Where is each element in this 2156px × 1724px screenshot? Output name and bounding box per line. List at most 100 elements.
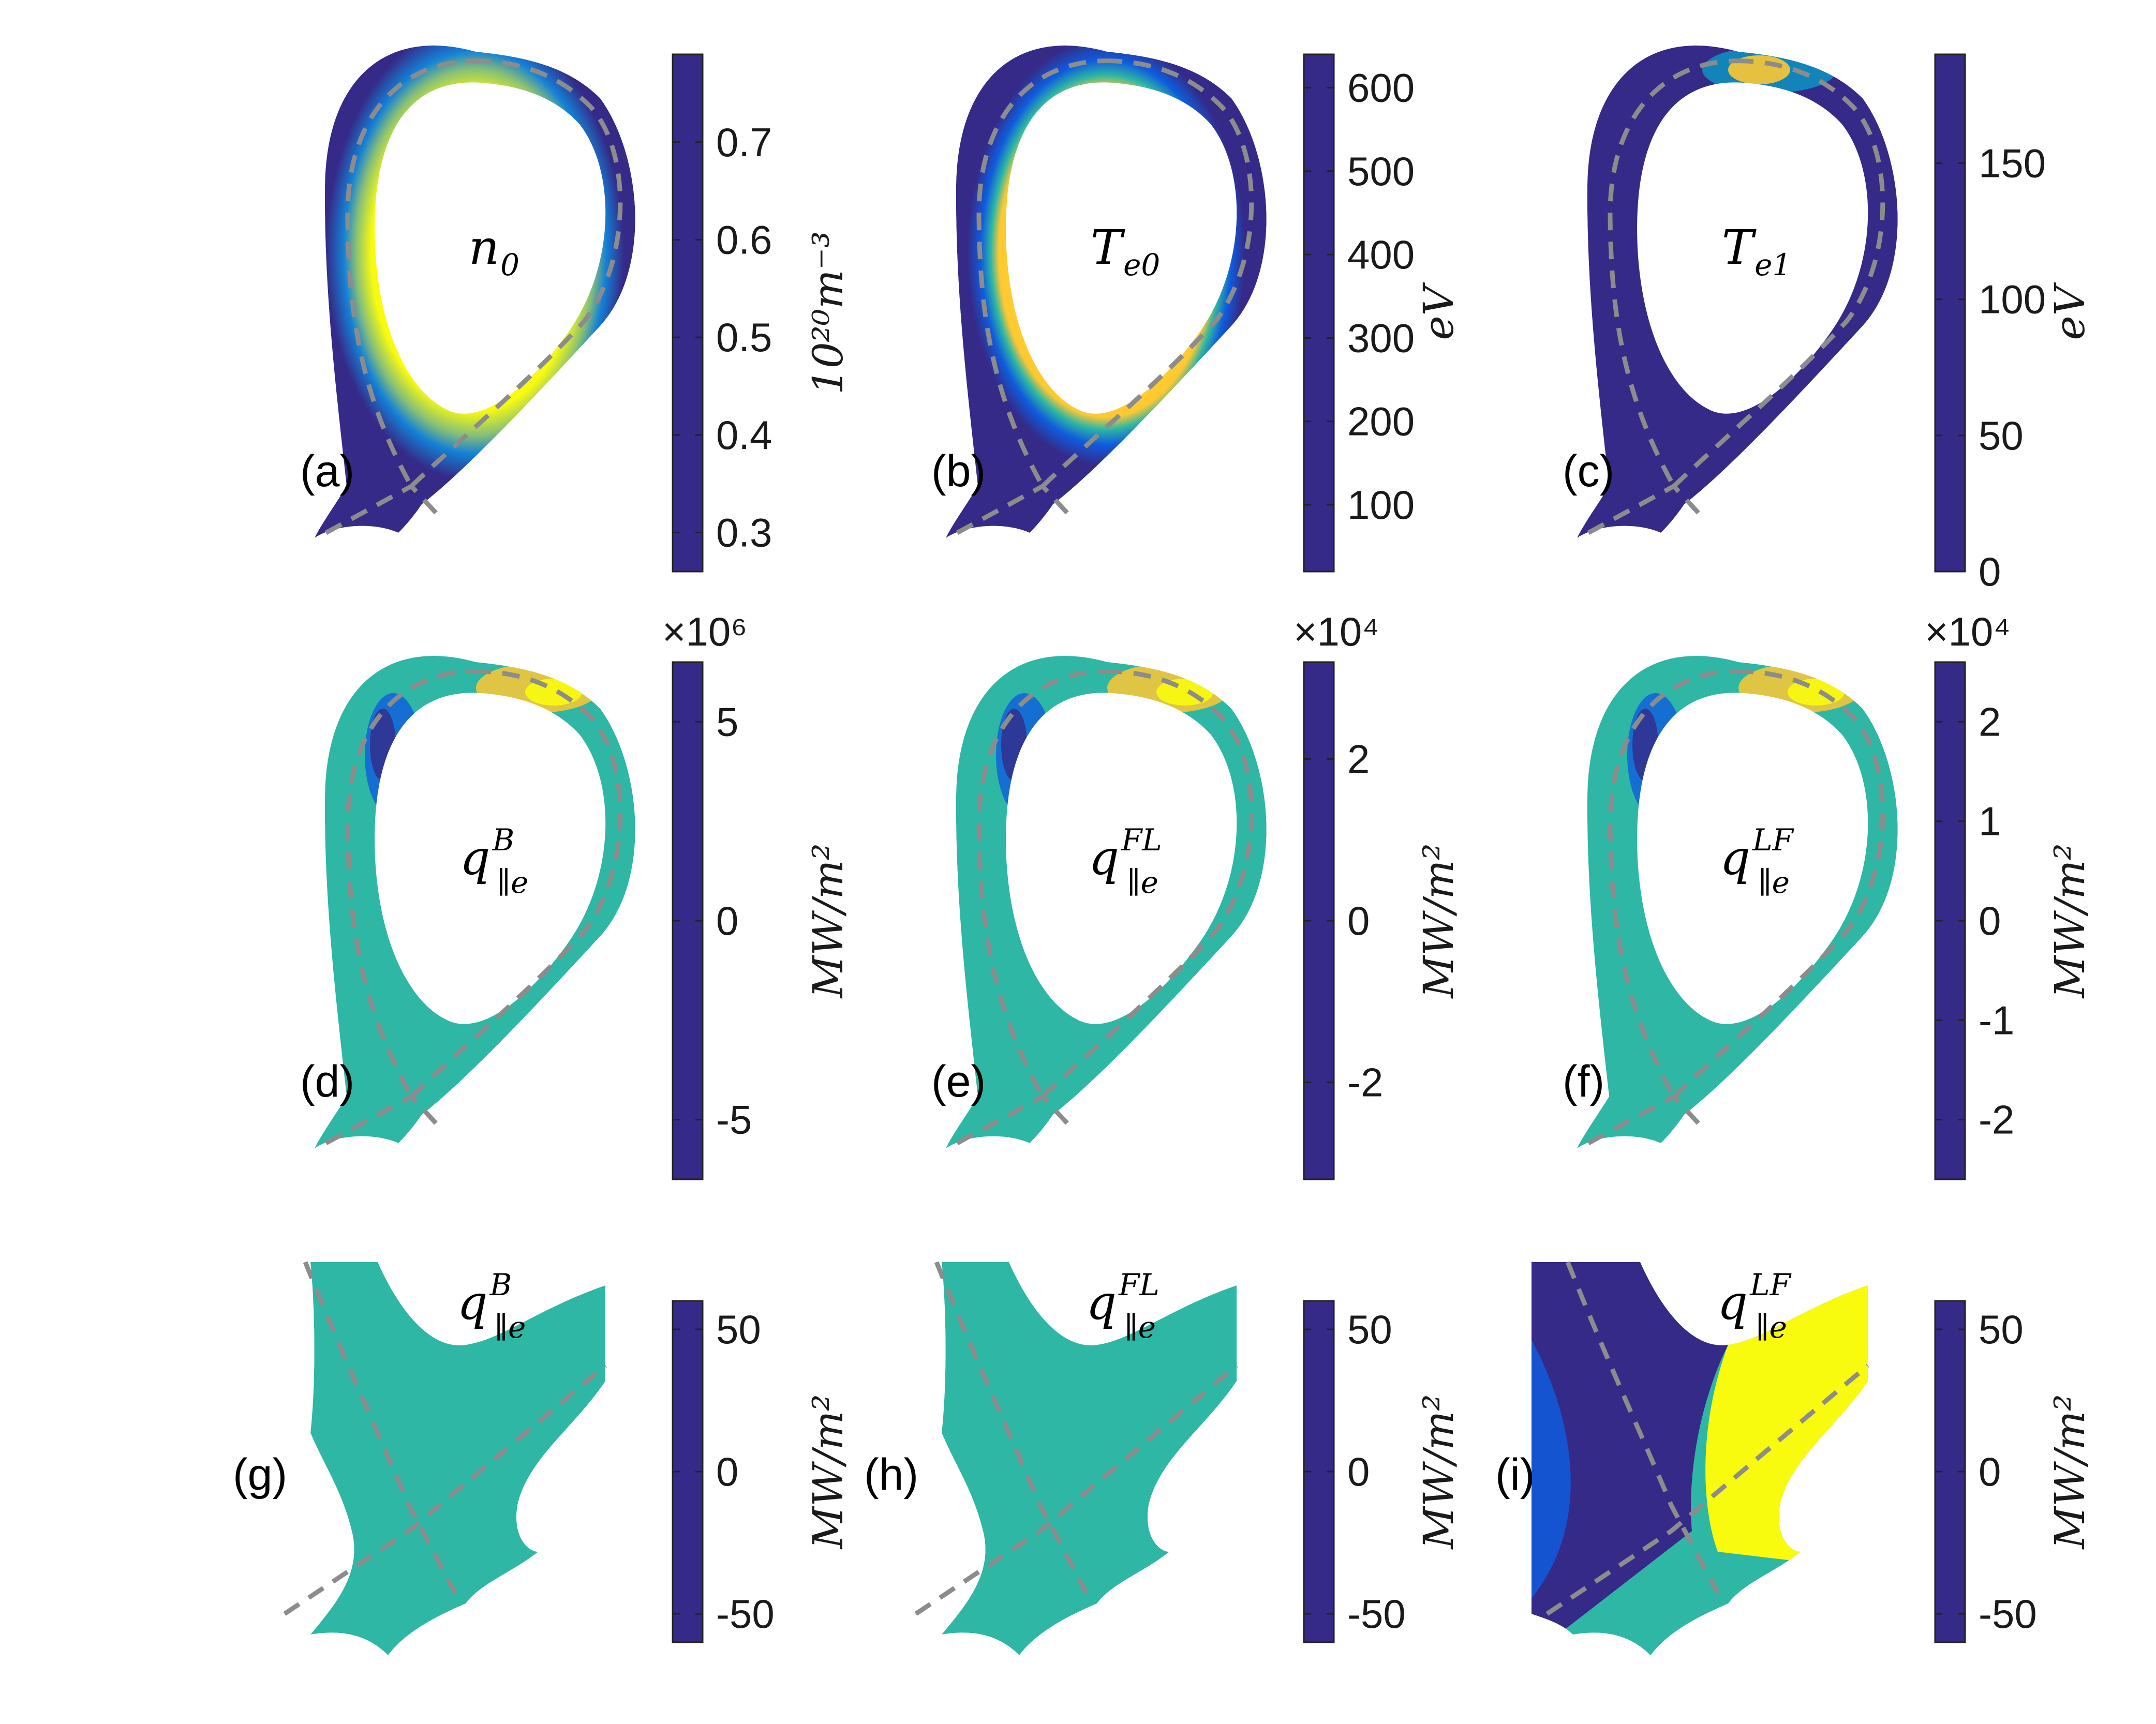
quantity-label: qFL ∥e: [1089, 822, 1162, 900]
colorbar-exponent-label: ×10⁴: [1925, 609, 2011, 654]
colorbar-tick-label: -50: [1347, 1591, 1406, 1637]
colorbar-tick-label: 2: [1979, 699, 2001, 744]
colorbar-tick-label: -50: [716, 1591, 775, 1637]
separatrix-leg: [1587, 483, 1707, 535]
colorbar-exponent-label: ×10⁴: [1293, 609, 1379, 654]
colorbar-unit-label: MW/m²: [804, 843, 852, 999]
panel-label: (i): [1495, 1450, 1535, 1500]
quantity-label: qB ∥e: [460, 822, 529, 900]
colorbar-unit-label: MW/m²: [2046, 843, 2094, 999]
quantity-label: qFL ∥e: [1086, 1267, 1159, 1345]
colorbar-tick-label: 600: [1347, 65, 1415, 111]
colorbar-tick-label: 0: [716, 898, 738, 943]
colorbar-tick-label: 0.7: [716, 119, 772, 165]
plasma-panel-f: qLF ∥e (f): [1563, 655, 1898, 1148]
colorbar-unit-label: MW/m²: [804, 1394, 852, 1550]
separatrix-leg: [1565, 1261, 1720, 1595]
colorbar-b: 100 200 300 400 500 600 eV: [1303, 53, 1463, 573]
colorbar-tick-label: 50: [1979, 413, 2024, 458]
panel-label: (a): [300, 446, 354, 496]
colorbar-tick-label: 0.5: [716, 314, 772, 360]
colorbar-tick-label: 0: [1979, 1449, 2001, 1494]
colorbar-tick-label: 200: [1347, 399, 1415, 444]
separatrix-leg: [303, 1261, 457, 1595]
colorbar-tick-label: 0: [1347, 1449, 1370, 1494]
separatrix-leg: [956, 483, 1076, 535]
quantity-label: qLF ∥e: [1720, 822, 1794, 900]
colorbar-gradient: [1303, 53, 1335, 573]
xpoint-region: [942, 1262, 1237, 1655]
colorbar-tick-label: 0: [716, 1449, 738, 1494]
quantity-label: Te1: [1722, 220, 1792, 282]
zoom-panel-h: qFL ∥e (h): [864, 1261, 1238, 1655]
colorbar-unit-label: MW/m²: [1415, 1394, 1463, 1550]
colorbar-tick-label: 150: [1979, 141, 2046, 186]
plasma-panel-a: n0 (a): [300, 45, 635, 538]
colorbar-a: 0.3 0.4 0.5 0.6 0.7 10²⁰m⁻³: [672, 53, 852, 573]
colorbar-tick-label: 0: [1347, 898, 1370, 943]
separatrix-leg: [324, 483, 444, 535]
colorbar-tick-label: -2: [1347, 1060, 1383, 1105]
plasma-core: [375, 82, 606, 414]
quantity-label: qLF ∥e: [1717, 1267, 1791, 1345]
separatrix-line: [976, 58, 1254, 488]
colorbar-gradient: [1934, 53, 1966, 573]
plasma-panel-c: Te1 (c): [1563, 45, 1898, 538]
separatrix-leg: [283, 1363, 607, 1616]
panel-label: (b): [931, 446, 986, 496]
separatrix-line: [345, 58, 623, 488]
colorbar-c: 0 50 100 150 eV: [1934, 53, 2094, 594]
panel-label: (g): [233, 1450, 287, 1500]
separatrix-line: [345, 669, 623, 1099]
colorbar-tick-label: 100: [1347, 482, 1415, 528]
panel-label: (c): [1563, 446, 1614, 496]
colorbar-tick-label: 0.6: [716, 217, 772, 262]
positive-flux-edge: [1801, 1479, 1868, 1572]
colorbar-tick-label: 100: [1979, 277, 2046, 322]
colorbar-tick-label: -2: [1979, 1097, 2014, 1143]
separatrix-leg: [956, 1093, 1076, 1145]
plasma-panel-d: qB ∥e (d): [300, 655, 635, 1148]
separatrix-line: [1608, 669, 1885, 1099]
plasma-core: [375, 693, 606, 1024]
colorbar-tick-label: 0: [1979, 549, 2001, 594]
colorbar-tick-label: 5: [716, 699, 738, 744]
separatrix-leg: [934, 1261, 1089, 1595]
panel-label: (d): [300, 1057, 354, 1106]
colorbar-tick-label: 0.4: [716, 412, 772, 458]
plasma-panel-b: Te0 (b): [931, 45, 1267, 538]
quantity-label: n0: [469, 220, 519, 282]
colorbar-tick-label: 300: [1347, 315, 1415, 361]
panel-label: (e): [931, 1057, 986, 1106]
colorbar-e: -2 0 2 MW/m² ×10⁴: [1293, 609, 1463, 1180]
colorbar-f: -2 -1 0 1 2 MW/m² ×10⁴: [1925, 609, 2094, 1180]
panel-label: (f): [1563, 1057, 1604, 1106]
panel-label: (h): [864, 1450, 918, 1500]
separatrix-line: [1608, 58, 1885, 488]
colorbar-tick-label: -1: [1979, 997, 2014, 1043]
colorbar-tick-label: 50: [716, 1307, 761, 1352]
quantity-label: qB ∥e: [457, 1267, 526, 1345]
separatrix-line: [976, 669, 1254, 1099]
separatrix-leg: [1545, 1363, 1869, 1616]
colorbar-unit-label: MW/m²: [2046, 1394, 2094, 1550]
colorbar-i: -50 0 50 MW/m²: [1934, 1300, 2094, 1643]
colorbar-unit-label: MW/m²: [1415, 843, 1463, 999]
colorbar-unit-label: 10²⁰m⁻³: [804, 231, 852, 395]
colorbar-exponent-label: ×10⁶: [662, 609, 747, 654]
colorbar-unit-label: eV: [1415, 282, 1463, 340]
colorbar-tick-label: 0: [1979, 898, 2001, 943]
colorbar-tick-label: -5: [716, 1097, 752, 1143]
colorbar-tick-label: 2: [1347, 737, 1370, 782]
zoom-panel-g: qB ∥e (g): [233, 1261, 607, 1655]
colorbar-h: -50 0 50 MW/m²: [1303, 1300, 1463, 1643]
plasma-core: [1637, 693, 1868, 1024]
xpoint-region: [310, 1262, 605, 1655]
separatrix-leg: [1587, 1093, 1707, 1145]
separatrix-leg: [324, 1093, 444, 1145]
quantity-label: Te0: [1091, 220, 1161, 282]
colorbar-tick-label: -50: [1979, 1591, 2037, 1637]
negative-flux-edge: [1531, 1340, 1571, 1598]
plasma-core: [1637, 82, 1868, 414]
